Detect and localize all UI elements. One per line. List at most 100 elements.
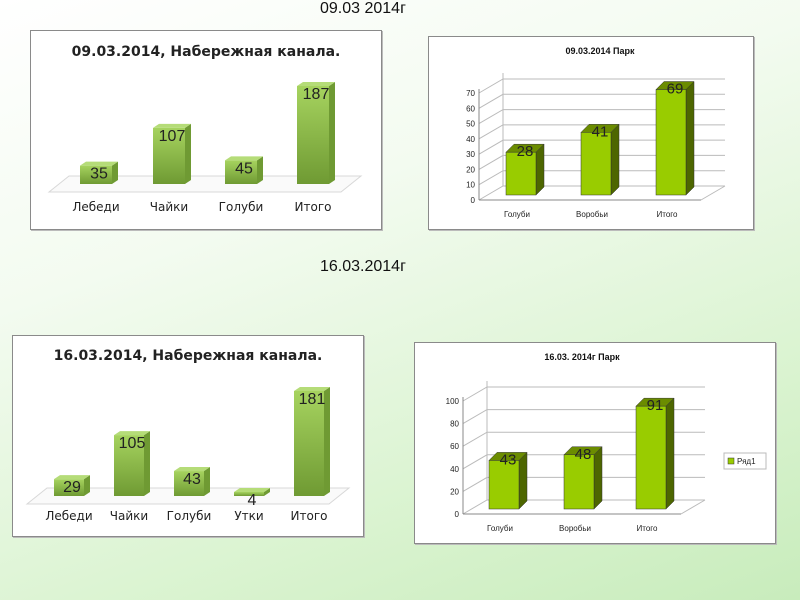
data-label: 181 — [299, 391, 326, 408]
bar-side — [665, 397, 675, 510]
legend-swatch — [727, 457, 735, 465]
bar — [54, 479, 84, 496]
floor-edge — [700, 185, 726, 201]
bar-side — [185, 123, 191, 184]
floor-edge — [680, 499, 706, 515]
bar-top — [294, 387, 330, 391]
category-label: Голуби — [167, 509, 212, 523]
bar-side — [593, 446, 603, 510]
date-heading-second: 16.03.2014г — [320, 258, 406, 275]
gridline — [462, 476, 705, 492]
y-tick-label: 30 — [466, 150, 475, 159]
bar-top — [153, 123, 191, 128]
bar — [80, 165, 112, 184]
category-label: Итого — [291, 509, 328, 523]
bar-side — [257, 156, 263, 184]
category-label: Воробьи — [576, 210, 608, 219]
bar-top — [297, 82, 335, 86]
data-label: 45 — [235, 160, 253, 177]
date-heading-first: 09.03 2014г — [320, 0, 406, 17]
y-tick-label: 40 — [466, 135, 475, 144]
gridline — [478, 78, 725, 94]
bar-side — [204, 467, 210, 496]
data-label: 28 — [517, 143, 534, 160]
data-label: 35 — [90, 166, 108, 183]
y-tick-label: 100 — [446, 397, 460, 406]
gridline — [478, 93, 725, 109]
gridline — [462, 386, 705, 402]
bar-top — [234, 488, 270, 492]
data-label: 107 — [159, 128, 186, 145]
data-label: 187 — [303, 86, 330, 103]
chart-title: 09.03.2014 Парк — [565, 46, 635, 56]
bar — [153, 127, 185, 184]
data-label: 48 — [575, 446, 592, 463]
y-tick-label: 70 — [466, 89, 475, 98]
gridline — [462, 431, 705, 447]
chart-title: 16.03.2014, Набережная канала. — [54, 348, 323, 364]
bar — [488, 460, 520, 510]
y-tick-label: 80 — [450, 420, 459, 429]
bar-side — [685, 80, 695, 196]
data-label: 91 — [647, 397, 664, 414]
y-tick-label: 0 — [455, 510, 460, 519]
bar — [225, 160, 257, 184]
chart-park-1603: 16.03. 2014г Парк 0 20 40 60 80 100 43 Голуби 48 В… — [414, 342, 776, 544]
category-label: Итого — [295, 200, 332, 214]
category-label: Воробьи — [559, 524, 591, 533]
bar — [297, 86, 329, 184]
bar-side — [610, 123, 620, 196]
category-label: Лебеди — [45, 509, 92, 523]
category-label: Чайки — [110, 509, 148, 523]
bar-side — [535, 143, 545, 196]
floor-plane — [47, 175, 363, 193]
gridline — [478, 185, 725, 201]
data-label: 41 — [592, 123, 609, 140]
chart-park-0903: 09.03.2014 Парк 0 10 20 30 40 50 60 70 28 Голуби 41… — [428, 36, 754, 230]
bar-top — [80, 161, 118, 166]
category-label: Голуби — [219, 200, 264, 214]
category-label: Голуби — [487, 524, 513, 533]
data-label: 29 — [63, 479, 81, 496]
y-tick-label: 60 — [466, 104, 475, 113]
category-label: Голуби — [504, 210, 530, 219]
y-tick-label: 60 — [450, 442, 459, 451]
gridline — [462, 499, 705, 515]
y-tick-label: 40 — [450, 465, 459, 474]
category-label: Утки — [234, 509, 263, 523]
bar — [234, 492, 264, 496]
bar-side — [264, 488, 270, 496]
chart-title: 09.03.2014, Набережная канала. — [72, 44, 341, 60]
data-label: 105 — [119, 435, 146, 452]
bar — [294, 391, 324, 496]
bar — [635, 405, 667, 510]
category-label: Лебеди — [72, 200, 119, 214]
bar — [114, 435, 144, 496]
category-label: Чайки — [150, 200, 188, 214]
gridline — [478, 124, 725, 140]
bar-top — [114, 431, 150, 436]
bar-side — [84, 475, 90, 496]
bar-side — [329, 82, 335, 184]
data-label: 69 — [667, 81, 684, 98]
bar — [505, 151, 537, 196]
y-tick-label: 20 — [450, 487, 459, 496]
y-tick-label: 0 — [471, 196, 476, 205]
bar-top — [174, 467, 210, 472]
chart-title: 16.03. 2014г Парк — [544, 352, 620, 362]
data-label: 4 — [248, 492, 257, 509]
y-tick-label: 20 — [466, 165, 475, 174]
data-label: 43 — [500, 451, 517, 468]
y-tick-label: 50 — [466, 120, 475, 129]
chart-canal-1603: 16.03.2014, Набережная канала. 29 Лебеди 10… — [12, 335, 364, 537]
gridline — [478, 139, 725, 155]
category-label: Итого — [657, 210, 679, 219]
gridline — [462, 454, 705, 470]
bar-side — [112, 161, 118, 184]
bar-side — [324, 387, 330, 496]
bar-top — [225, 156, 263, 161]
bar-top — [54, 475, 90, 480]
category-label: Итого — [637, 524, 659, 533]
data-label: 43 — [183, 471, 201, 488]
bar — [174, 471, 204, 496]
